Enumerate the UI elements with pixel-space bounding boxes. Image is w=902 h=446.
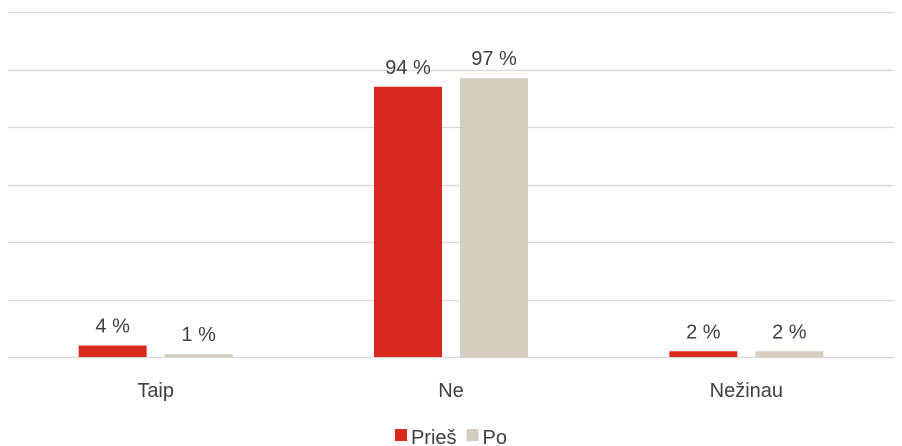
bar-ne-0 — [374, 86, 442, 357]
data-labels: 4 % 1 % 94 % 97 % 2 % 2 % — [95, 48, 806, 346]
legend-label: Po — [483, 427, 507, 446]
x-tick-label: Nežinau — [710, 380, 783, 402]
bar-nežinau-0 — [669, 351, 738, 357]
x-tick-label: Taip — [137, 380, 174, 402]
legend: Prieš Po — [394, 427, 507, 446]
data-label: 97 % — [471, 48, 517, 70]
bar-taip-1 — [164, 354, 233, 357]
bar-ne-1 — [460, 78, 528, 357]
x-tick-label: Ne — [438, 380, 464, 402]
data-label: 1 % — [181, 324, 216, 346]
data-label: 94 % — [385, 57, 431, 79]
data-label: 2 % — [772, 321, 807, 343]
data-label: 2 % — [686, 321, 721, 343]
bars — [78, 78, 824, 357]
legend-swatch — [394, 429, 407, 441]
legend-label: Prieš — [411, 427, 457, 446]
legend-swatch — [466, 429, 479, 441]
bar-nežinau-1 — [755, 351, 824, 357]
gridlines — [8, 11, 894, 359]
x-axis-tick-labels: Taip Ne Nežinau — [137, 380, 783, 402]
data-label: 4 % — [95, 316, 130, 338]
bar-taip-0 — [78, 345, 147, 357]
